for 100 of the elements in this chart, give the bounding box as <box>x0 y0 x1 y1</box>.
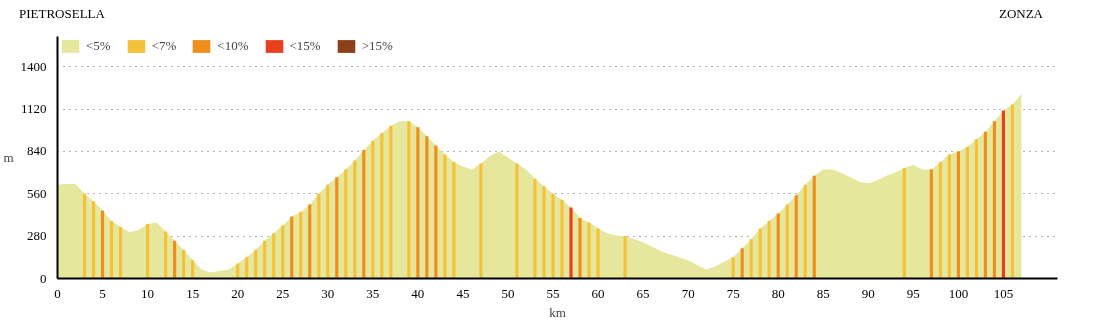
bar <box>362 149 366 279</box>
bar <box>596 228 600 279</box>
bar <box>623 236 627 279</box>
legend-label: >15% <box>361 38 393 54</box>
x-tick-label: 80 <box>771 285 785 301</box>
y-tick-label: 560 <box>27 185 47 201</box>
bar <box>452 162 456 279</box>
bar <box>740 248 744 279</box>
bar <box>344 169 348 279</box>
x-tick-label: 75 <box>726 285 740 301</box>
x-tick-label: 30 <box>321 285 335 301</box>
bar <box>812 175 816 279</box>
bar <box>326 184 330 279</box>
bar <box>416 127 420 279</box>
y-tick-label: 1120 <box>20 101 47 117</box>
bar <box>578 218 582 279</box>
x-tick-label: 5 <box>99 285 106 301</box>
bar <box>767 221 771 279</box>
x-tick-label: 15 <box>186 285 200 301</box>
bar <box>947 154 951 279</box>
bar <box>100 210 105 279</box>
bar <box>533 178 537 279</box>
bar <box>371 140 375 279</box>
bar <box>182 249 186 279</box>
x-tick-label: 105 <box>993 285 1014 301</box>
bar <box>353 160 357 279</box>
x-tick-label: 95 <box>906 285 920 301</box>
bar <box>1001 110 1006 279</box>
bar <box>587 222 591 279</box>
bar <box>974 139 978 279</box>
bar <box>758 228 762 279</box>
bar <box>317 193 321 279</box>
bar <box>299 211 303 279</box>
x-tick-label: 55 <box>546 285 560 301</box>
bar <box>164 231 168 279</box>
bar <box>560 199 564 279</box>
y-tick-label: 840 <box>27 143 47 159</box>
x-tick-label: 10 <box>141 285 155 301</box>
bar <box>380 133 384 279</box>
bar <box>938 162 942 279</box>
y-tick-label: 0 <box>40 270 47 286</box>
bar <box>479 163 483 279</box>
bar <box>146 224 150 279</box>
x-axis-title: km <box>549 304 566 320</box>
bar <box>803 184 807 279</box>
bar <box>902 168 906 279</box>
x-tick-label: 70 <box>681 285 695 301</box>
bar <box>191 260 195 279</box>
x-tick-label: 85 <box>816 285 830 301</box>
x-tick-label: 60 <box>591 285 605 301</box>
legend-label: <7% <box>151 38 177 54</box>
bar <box>272 233 276 279</box>
bar <box>245 257 249 279</box>
bar <box>983 131 987 279</box>
bar <box>263 240 267 279</box>
x-tick-label: 50 <box>501 285 515 301</box>
bar <box>173 240 177 279</box>
bar <box>281 225 285 279</box>
bar <box>785 204 789 279</box>
legend-label: <5% <box>86 38 111 54</box>
bar <box>515 163 519 279</box>
bar <box>929 169 933 279</box>
bar <box>794 195 798 279</box>
x-tick-label: 40 <box>411 285 425 301</box>
x-tick-label: 35 <box>366 285 380 301</box>
bar <box>118 227 123 279</box>
legend-label: <15% <box>289 38 321 54</box>
bar <box>542 186 546 279</box>
bar <box>776 213 780 279</box>
bar <box>82 193 87 279</box>
bar <box>551 193 555 279</box>
bar <box>335 177 339 279</box>
bar <box>109 221 114 279</box>
bar <box>407 121 411 279</box>
x-tick-label: 90 <box>861 285 875 301</box>
y-tick-label: 280 <box>27 228 47 244</box>
bar <box>443 154 447 279</box>
bar <box>254 249 258 279</box>
bar <box>290 216 294 279</box>
bar <box>91 201 96 279</box>
text: ZONZA <box>998 5 1043 23</box>
bar <box>389 125 393 279</box>
bar <box>965 146 969 279</box>
legend-label: <10% <box>217 38 249 54</box>
x-tick-label: 25 <box>276 285 290 301</box>
x-tick-label: 65 <box>636 285 650 301</box>
x-tick-label: 20 <box>231 285 245 301</box>
bar <box>308 204 312 279</box>
y-tick-label: 1400 <box>20 58 47 74</box>
x-tick-label: 0 <box>54 285 61 301</box>
bar <box>1010 104 1015 279</box>
text: PIETROSELLA <box>19 5 105 23</box>
bar <box>434 145 438 279</box>
bar <box>569 207 573 279</box>
bar <box>731 257 735 279</box>
y-axis-title: m <box>3 150 14 165</box>
bar <box>236 263 240 279</box>
bar <box>992 121 997 279</box>
x-tick-label: 100 <box>948 285 969 301</box>
bar <box>956 151 960 279</box>
